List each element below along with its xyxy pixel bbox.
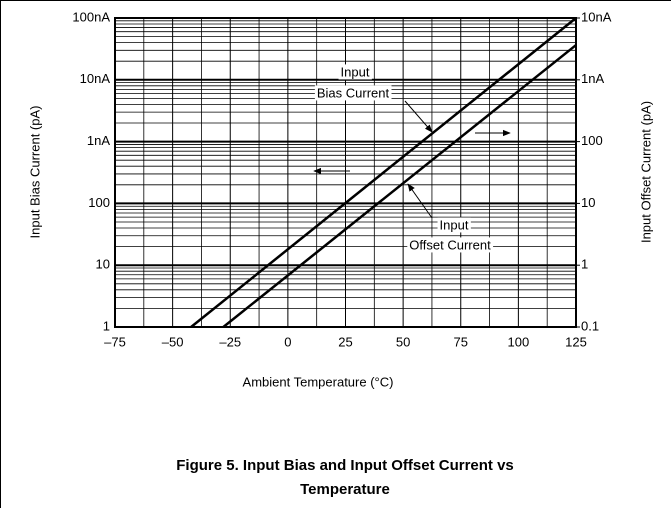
y-tick-label: 100nA <box>72 9 110 24</box>
annotation: Bias Current <box>317 85 390 100</box>
y-tick-label: 1nA <box>87 133 110 148</box>
annotation-bg <box>314 85 392 101</box>
series-line <box>190 17 577 328</box>
y2-tick-label: 0.1 <box>581 318 599 333</box>
annotation: Input <box>341 64 370 79</box>
annotation-bg <box>338 64 372 80</box>
series-line <box>222 44 577 328</box>
arrow <box>404 100 433 133</box>
annotation-bg <box>407 237 494 253</box>
x-axis-label: Ambient Temperature (°C) <box>243 374 394 389</box>
plot-frame <box>114 17 577 328</box>
x-tick-label: –75 <box>104 334 126 349</box>
y2-tick-label: 1nA <box>581 71 604 86</box>
x-tick-label: 0 <box>284 334 291 349</box>
y2-tick-label: 100 <box>581 133 603 148</box>
x-tick-label: 125 <box>565 334 587 349</box>
y2-axis-label: Input Offset Current (pA) <box>638 101 653 243</box>
x-tick-label: 100 <box>508 334 530 349</box>
x-tick-label: 25 <box>338 334 352 349</box>
caption: Temperature <box>300 481 390 498</box>
annotation-bg <box>437 217 471 233</box>
y-tick-label: 10nA <box>80 71 111 86</box>
x-tick-label: 75 <box>454 334 468 349</box>
y2-tick-label: 10 <box>581 195 595 210</box>
y2-tick-label: 10nA <box>581 9 612 24</box>
annotation: Offset Current <box>409 237 491 252</box>
y-axis-label: Input Bias Current (pA) <box>27 106 42 239</box>
arrow <box>407 183 433 219</box>
caption: Figure 5. Input Bias and Input Offset Cu… <box>176 457 514 474</box>
y-tick-label: 10 <box>96 257 110 272</box>
y-tick-label: 1 <box>103 318 110 333</box>
y-tick-label: 100 <box>88 195 110 210</box>
x-tick-label: –25 <box>219 334 241 349</box>
annotation: Input <box>440 217 469 232</box>
x-tick-label: –50 <box>162 334 184 349</box>
y2-tick-label: 1 <box>581 257 588 272</box>
x-tick-label: 50 <box>396 334 410 349</box>
